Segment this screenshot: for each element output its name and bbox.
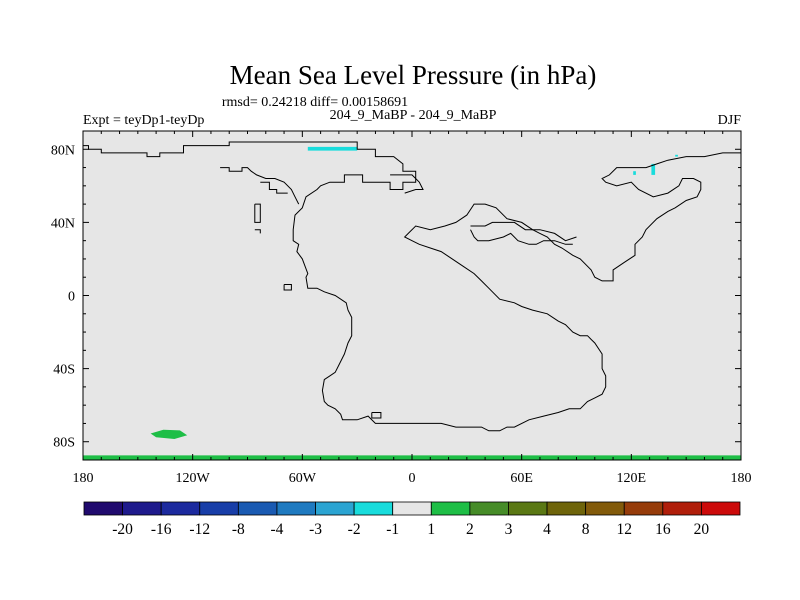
colorbar-label-9: 2 xyxy=(466,521,474,538)
colorbar-box-9 xyxy=(430,501,471,516)
y-axis: 80N 40N 0 40S 80S xyxy=(51,143,741,451)
coastline-9 xyxy=(470,229,573,245)
colorbar-box-2 xyxy=(160,501,201,516)
experiment-label: Expt = teyDp1-teyDp xyxy=(83,113,204,128)
anomaly-patch-0 xyxy=(307,146,358,151)
season-label: DJF xyxy=(718,113,742,128)
coastline-0 xyxy=(83,141,741,432)
colorbar-label-15: 20 xyxy=(694,521,710,538)
y-tick-label-3: 40S xyxy=(53,363,75,378)
map-background xyxy=(83,131,741,460)
colorbar-box-8 xyxy=(392,501,432,516)
colorbar-box-15 xyxy=(662,501,702,516)
colorbar-box-7 xyxy=(353,501,394,516)
colorbar-box-12 xyxy=(546,501,587,516)
colorbar-label-0: -20 xyxy=(112,521,133,538)
colorbar-box-13 xyxy=(585,501,625,516)
anomaly-patch-2 xyxy=(651,163,656,175)
colorbar-label-1: -16 xyxy=(151,521,172,538)
colorbar-box-3 xyxy=(199,501,239,516)
y-tick-label-1: 40N xyxy=(51,216,75,231)
colorbar-label-7: -1 xyxy=(386,521,399,538)
colorbar-label-10: 3 xyxy=(505,521,513,538)
y-tick-label-4: 80S xyxy=(53,436,75,451)
colorbar-box-14 xyxy=(623,501,664,516)
coastline-6 xyxy=(371,412,382,419)
center-label: 204_9_MaBP - 204_9_MaBP xyxy=(330,108,497,123)
x-tick-label-5: 120E xyxy=(617,471,647,486)
colorbar-box-10 xyxy=(469,501,509,516)
colorbar-box-5 xyxy=(276,501,316,516)
colorbar-label-12: 8 xyxy=(582,521,590,538)
x-tick-label-3: 0 xyxy=(409,471,416,486)
coastline-layer xyxy=(83,141,741,432)
coastline-4 xyxy=(254,229,261,234)
colorbar-box-1 xyxy=(122,501,162,516)
y-tick-label-2: 0 xyxy=(68,290,75,305)
colorbar-label-4: -4 xyxy=(270,521,283,538)
anomaly-patch-4 xyxy=(150,429,188,439)
colorbar-box-6 xyxy=(315,501,355,516)
x-tick-label-1: 120W xyxy=(176,471,211,486)
x-tick-label-2: 60W xyxy=(289,471,317,486)
colorbar-label-13: 12 xyxy=(616,521,632,538)
y-tick-label-0: 80N xyxy=(51,143,75,158)
stats-label: rmsd= 0.24218 diff= 0.00158691 xyxy=(222,95,408,110)
coastline-7 xyxy=(390,174,424,194)
colorbar-box-16 xyxy=(701,501,741,516)
coastline-2 xyxy=(260,181,288,194)
colorbar: -20 -16 -12 -8 -4 -3 -2 -1 1 2 3 4 8 12 16 20 xyxy=(83,501,741,538)
x-axis: 180 120W 60W 0 60E 120E 180 xyxy=(73,131,752,486)
x-tick-label-0: 180 xyxy=(73,471,94,486)
x-tick-label-6: 180 xyxy=(731,471,752,486)
colorbar-label-2: -12 xyxy=(189,521,210,538)
coastline-3 xyxy=(254,203,261,223)
chart-title: Mean Sea Level Pressure (in hPa) xyxy=(230,60,597,90)
colorbar-label-6: -2 xyxy=(348,521,361,538)
colorbar-label-3: -8 xyxy=(232,521,245,538)
anomaly-patch-3 xyxy=(675,154,678,157)
x-tick-label-4: 60E xyxy=(510,471,533,486)
coastline-5 xyxy=(283,284,292,291)
coastline-1 xyxy=(220,167,300,205)
coastline-8 xyxy=(470,221,577,242)
colorbar-label-11: 4 xyxy=(543,521,551,538)
colorbar-box-0 xyxy=(83,501,123,516)
colorbar-box-11 xyxy=(508,501,548,516)
colorbar-box-4 xyxy=(237,501,278,516)
anomaly-patch-1 xyxy=(633,171,636,175)
colorbar-label-14: 16 xyxy=(655,521,671,538)
colorbar-label-8: 1 xyxy=(427,521,435,538)
colorbar-label-5: -3 xyxy=(309,521,322,538)
